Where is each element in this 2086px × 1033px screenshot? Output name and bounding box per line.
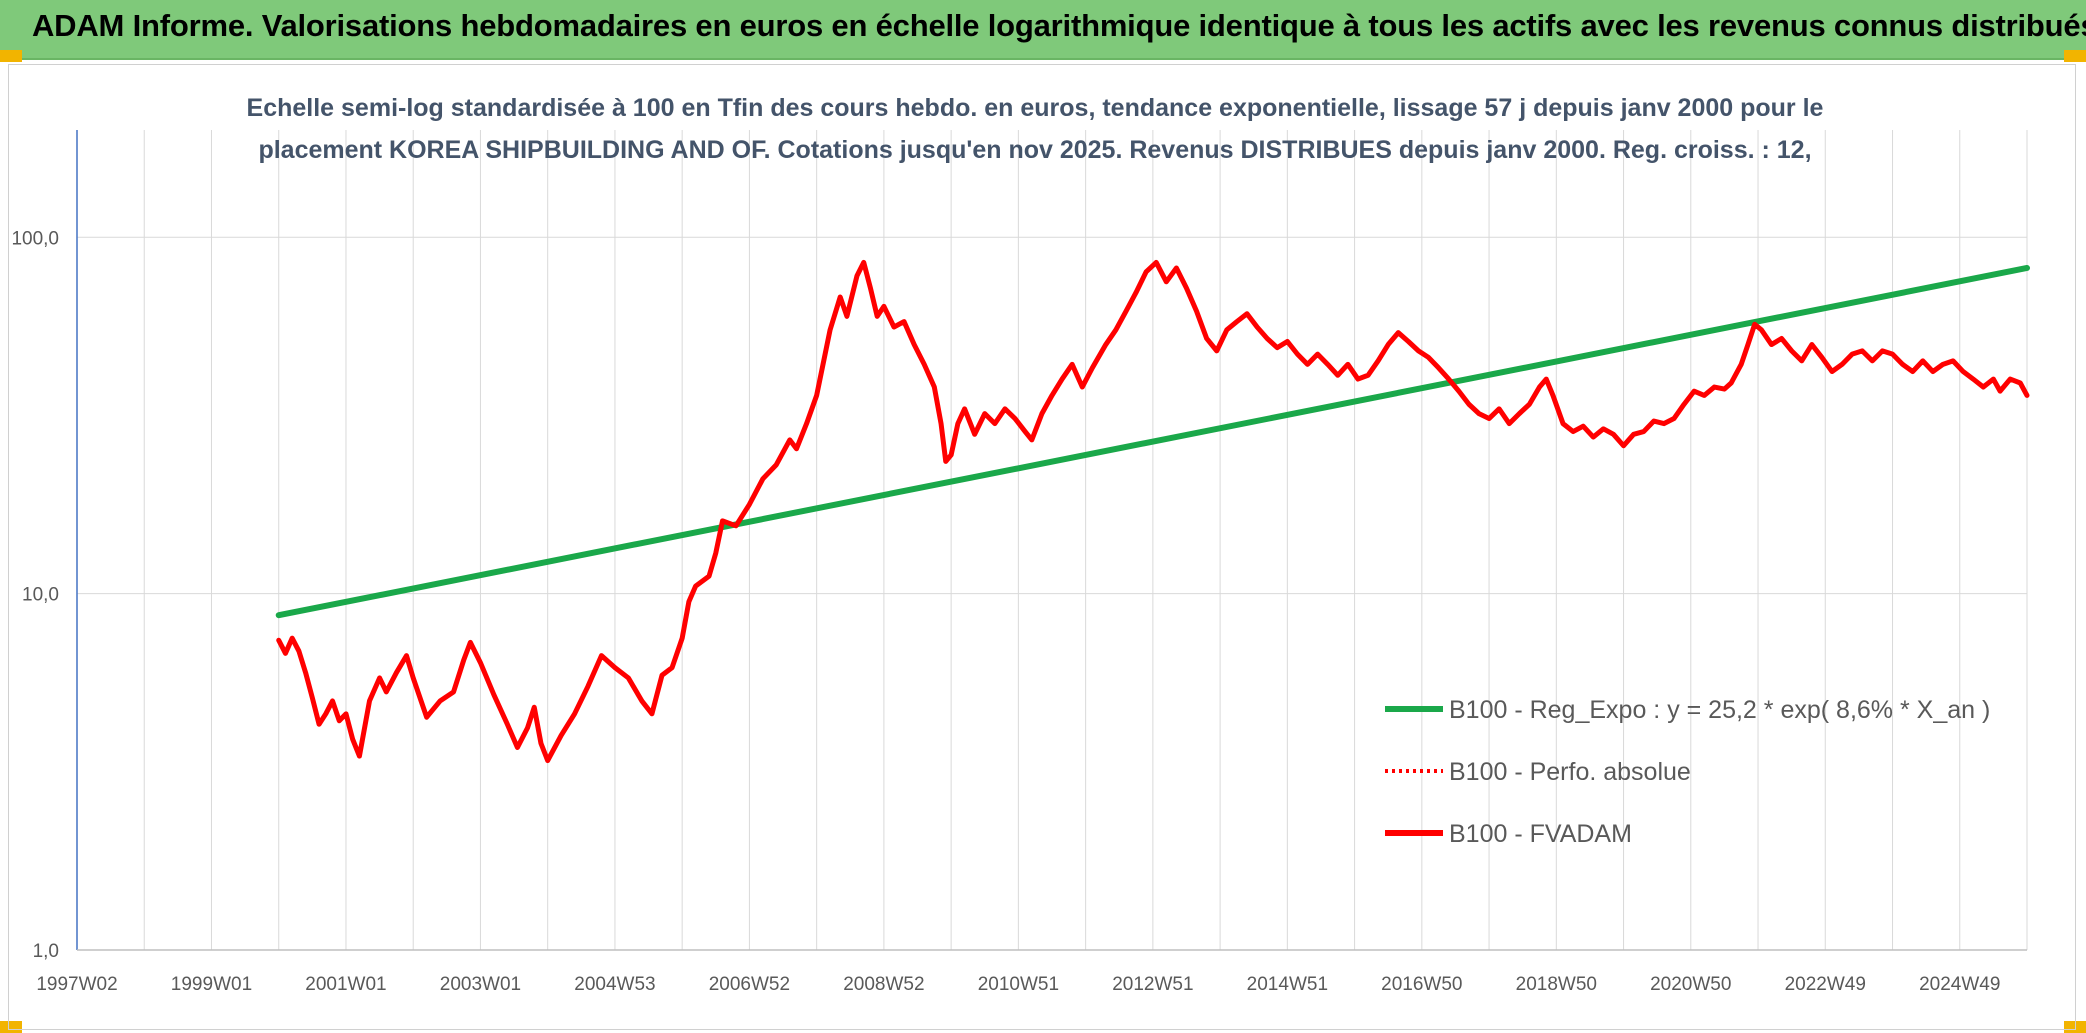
tick-labels: 1997W02 1999W01 2001W01 2003W01 2004W53 2006W… <box>11 228 2000 995</box>
series-layer <box>275 259 2030 764</box>
x-tick-label: 2001W01 <box>305 974 386 995</box>
x-tick-label: 2016W50 <box>1381 974 1462 995</box>
corner-mark-left <box>0 50 22 62</box>
x-tick-label: 2004W53 <box>574 974 655 995</box>
chart-frame <box>8 64 2076 1030</box>
x-tick-label: 2008W52 <box>843 974 924 995</box>
x-tick-label: 2022W49 <box>1785 974 1866 995</box>
x-tick-label: 1997W02 <box>36 974 117 995</box>
legend: B100 - Reg_Expo : y = 25,2 * exp( 8,6% *… <box>1385 696 1990 848</box>
series-line-fvadam <box>276 259 2030 764</box>
legend-entry-fvadam-label: B100 - FVADAM <box>1449 820 1632 848</box>
grid-layer <box>76 130 2028 951</box>
chart-subtitle-line-1: Echelle semi-log standardisée à 100 en T… <box>247 94 1824 122</box>
x-tick-label: 1999W01 <box>171 974 252 995</box>
x-tick-label: 2006W52 <box>709 974 790 995</box>
y-tick-label: 100,0 <box>11 228 59 249</box>
x-tick-label: 2014W51 <box>1247 974 1328 995</box>
y-tick-label: 1,0 <box>33 941 59 962</box>
x-tick-label: 2003W01 <box>440 974 521 995</box>
x-tick-label: 2024W49 <box>1919 974 2000 995</box>
corner-mark-right <box>2064 50 2086 62</box>
title-banner: ADAM Informe. Valorisations hebdomadaire… <box>0 0 2086 60</box>
x-tick-label: 2010W51 <box>978 974 1059 995</box>
series-line-reg-expo <box>275 264 2030 619</box>
x-tick-label: 2018W50 <box>1516 974 1597 995</box>
corner-mark-bottom-left <box>0 1021 22 1033</box>
x-tick-label: 2012W51 <box>1112 974 1193 995</box>
y-tick-label: 10,0 <box>22 585 59 606</box>
legend-entry-reg-expo-label: B100 - Reg_Expo : y = 25,2 * exp( 8,6% *… <box>1449 696 1990 724</box>
legend-entry-perfo-absolue-label: B100 - Perfo. absolue <box>1449 758 1691 786</box>
x-tick-label: 2020W50 <box>1650 974 1731 995</box>
page-title: ADAM Informe. Valorisations hebdomadaire… <box>32 8 2086 43</box>
chart-subtitle-line-2: placement KOREA SHIPBUILDING AND OF. Cot… <box>258 136 1811 164</box>
